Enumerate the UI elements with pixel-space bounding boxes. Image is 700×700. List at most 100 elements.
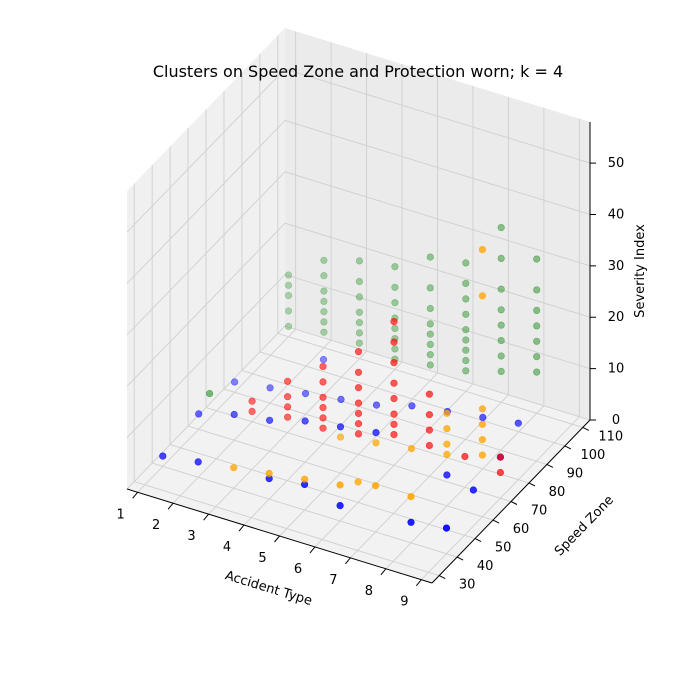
data-point-series-2 bbox=[390, 338, 398, 346]
data-point-series-2 bbox=[319, 414, 327, 422]
data-point-series-0 bbox=[497, 337, 505, 345]
data-point-series-0 bbox=[355, 308, 364, 316]
data-point-series-3 bbox=[478, 420, 487, 428]
data-point-series-2 bbox=[496, 468, 505, 477]
data-point-series-0 bbox=[426, 351, 434, 359]
data-point-series-0 bbox=[320, 297, 328, 306]
z-gridline-back bbox=[284, 120, 591, 215]
x-tick-mark bbox=[203, 513, 209, 521]
data-point-series-2 bbox=[354, 384, 363, 392]
y-tick-label: 30 bbox=[459, 578, 476, 593]
data-point-series-0 bbox=[426, 330, 434, 338]
data-point-series-1 bbox=[230, 410, 238, 419]
y-tick-mark bbox=[528, 482, 536, 487]
y-gridline-floor bbox=[277, 332, 583, 428]
x-tick-label: 7 bbox=[329, 573, 337, 588]
data-point-series-3 bbox=[407, 445, 416, 453]
data-point-series-0 bbox=[391, 283, 399, 291]
data-point-series-3 bbox=[478, 246, 487, 254]
data-point-series-0 bbox=[462, 310, 470, 318]
data-point-series-2 bbox=[425, 441, 434, 450]
x-tick-mark bbox=[238, 524, 245, 532]
data-point-series-1 bbox=[372, 401, 381, 409]
y-gridline-floor bbox=[152, 462, 458, 558]
data-point-series-3 bbox=[478, 451, 487, 459]
y-tick-mark bbox=[582, 426, 590, 431]
data-point-series-1 bbox=[194, 458, 202, 466]
data-point-series-0 bbox=[355, 293, 364, 301]
data-point-series-1 bbox=[442, 524, 451, 532]
data-point-series-2 bbox=[390, 318, 398, 326]
data-point-series-3 bbox=[443, 440, 451, 448]
z-gridline-back bbox=[284, 274, 591, 370]
data-point-series-2 bbox=[354, 420, 363, 428]
data-point-series-0 bbox=[497, 285, 505, 293]
x-tick-label: 9 bbox=[400, 595, 408, 610]
data-point-series-3 bbox=[443, 450, 451, 459]
chart-panes bbox=[127, 28, 590, 583]
data-point-series-1 bbox=[337, 395, 345, 404]
data-point-series-0 bbox=[391, 263, 399, 271]
z-tick-label: 20 bbox=[608, 310, 625, 325]
data-point-series-1 bbox=[514, 419, 522, 427]
data-point-series-0 bbox=[391, 345, 399, 353]
x-tick-label: 8 bbox=[365, 584, 373, 599]
data-point-series-0 bbox=[533, 286, 541, 294]
z-gridline-side bbox=[126, 274, 286, 438]
data-point-series-0 bbox=[284, 281, 293, 289]
data-point-series-0 bbox=[497, 254, 505, 262]
data-point-series-3 bbox=[372, 482, 380, 490]
data-point-series-0 bbox=[355, 329, 364, 337]
z-tick-label: 50 bbox=[608, 156, 625, 171]
z-gridline-side bbox=[126, 222, 286, 387]
data-point-series-1 bbox=[408, 402, 416, 410]
data-point-series-2 bbox=[354, 430, 363, 438]
chart-title: Clusters on Speed Zone and Protection wo… bbox=[153, 62, 563, 81]
chart-gridlines bbox=[126, 31, 591, 581]
data-point-series-0 bbox=[533, 322, 541, 330]
data-point-series-3 bbox=[354, 478, 362, 486]
x-tick-label: 5 bbox=[258, 551, 266, 566]
data-point-series-2 bbox=[319, 378, 327, 386]
data-point-series-0 bbox=[533, 353, 541, 361]
x-tick-mark bbox=[132, 491, 139, 499]
data-point-series-1 bbox=[266, 384, 274, 392]
data-point-series-0 bbox=[284, 322, 293, 331]
x-tick-label: 2 bbox=[152, 518, 160, 533]
data-point-series-0 bbox=[462, 279, 470, 288]
data-point-series-3 bbox=[230, 464, 238, 472]
data-point-series-2 bbox=[284, 413, 292, 421]
chart-points bbox=[159, 224, 541, 532]
data-point-series-2 bbox=[284, 393, 292, 401]
y-tick-label: 40 bbox=[477, 559, 494, 574]
data-point-series-1 bbox=[195, 410, 203, 418]
data-point-series-0 bbox=[426, 304, 434, 313]
data-point-series-2 bbox=[390, 420, 398, 428]
x-tick-mark bbox=[415, 579, 422, 587]
z-axis-label: Severity Index bbox=[633, 224, 648, 318]
data-point-series-0 bbox=[391, 299, 399, 307]
data-point-series-3 bbox=[372, 439, 380, 447]
y-tick-mark bbox=[492, 519, 500, 524]
data-point-series-2 bbox=[425, 390, 434, 398]
data-point-series-2 bbox=[425, 411, 434, 419]
y-tick-label: 110 bbox=[598, 429, 623, 444]
data-point-series-3 bbox=[407, 493, 415, 501]
z-tick-label: 10 bbox=[608, 362, 625, 377]
data-point-series-2 bbox=[496, 453, 505, 461]
data-point-series-0 bbox=[533, 337, 541, 345]
x-tick-mark bbox=[380, 568, 387, 576]
data-point-series-1 bbox=[407, 518, 415, 526]
data-point-series-0 bbox=[533, 368, 541, 376]
z-tick-label: 30 bbox=[608, 259, 625, 274]
data-point-series-2 bbox=[354, 368, 363, 376]
data-point-series-1 bbox=[469, 486, 478, 494]
data-point-series-1 bbox=[231, 378, 239, 386]
data-point-series-0 bbox=[355, 257, 364, 265]
data-point-series-2 bbox=[390, 410, 398, 418]
data-point-series-0 bbox=[497, 367, 505, 376]
z-gridline-back bbox=[284, 222, 591, 318]
